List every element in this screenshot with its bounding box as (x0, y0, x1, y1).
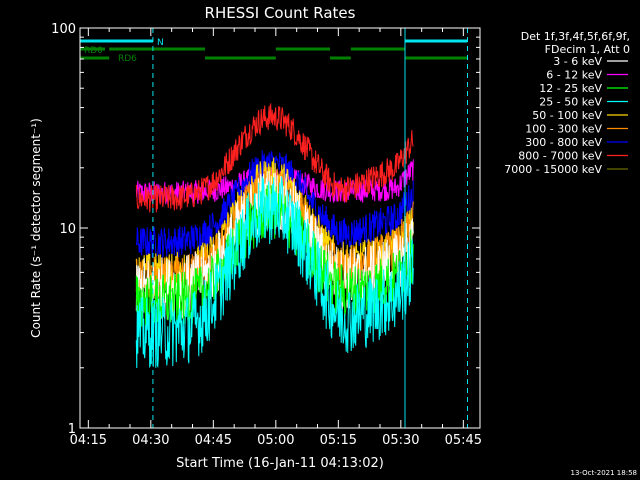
y-tick-label: 10 (59, 222, 76, 237)
y-tick-label: 1 (68, 422, 76, 437)
legend-label: 12 - 25 keV (539, 82, 602, 95)
x-tick-label: 05:15 (320, 433, 357, 448)
attenuator-flags: N RD0 RD6 (80, 38, 468, 64)
data-traces (135, 103, 414, 369)
x-tick-label: 05:30 (382, 433, 419, 448)
series-trace (135, 103, 414, 213)
series-trace (135, 176, 414, 369)
legend-label: 300 - 800 keV (525, 136, 602, 149)
legend-label: 6 - 12 keV (546, 69, 602, 82)
legend-label: 7000 - 15000 keV (504, 163, 602, 176)
x-tick-label: 04:45 (195, 433, 232, 448)
chart-title: RHESSI Count Rates (205, 4, 356, 22)
legend-label: 100 - 300 keV (525, 123, 602, 136)
x-tick-label: 05:00 (257, 433, 294, 448)
x-tick-label: 05:45 (445, 433, 482, 448)
y-axis-label: Count Rate (s⁻¹ detector segment⁻¹) (29, 118, 43, 338)
legend: Det 1f,3f,4f,5f,6f,9f,FDecim 1, Att 03 -… (504, 30, 630, 176)
x-axis-ticks: 04:15 04:30 04:45 05:00 05:15 05:30 05:45 (70, 28, 482, 448)
flag-label: N (157, 38, 164, 48)
legend-label: 50 - 100 keV (532, 109, 602, 122)
footer-timestamp: 13-Oct-2021 18:58 (571, 469, 637, 477)
x-tick-label: 04:15 (70, 433, 107, 448)
legend-header: Det 1f,3f,4f,5f,6f,9f, (521, 30, 630, 43)
legend-header: FDecim 1, Att 0 (545, 43, 630, 56)
legend-label: 3 - 6 keV (553, 55, 602, 68)
y-axis-ticks: 1 10 100 (51, 22, 480, 437)
flag-label: RD0 (84, 46, 103, 56)
legend-label: 25 - 50 keV (539, 96, 602, 109)
legend-label: 800 - 7000 keV (518, 150, 602, 163)
x-axis-label: Start Time (16-Jan-11 04:13:02) (176, 456, 384, 471)
flag-label: RD6 (118, 54, 137, 64)
y-tick-label: 100 (51, 22, 76, 37)
x-tick-label: 04:30 (132, 433, 169, 448)
series-trace (135, 184, 414, 328)
